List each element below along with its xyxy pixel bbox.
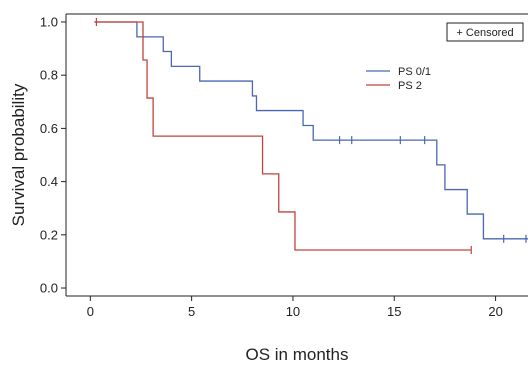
legend-label-ps01: PS 0/1 <box>398 66 431 78</box>
x-tick-label: 10 <box>286 304 300 319</box>
y-tick-label: 0.6 <box>40 121 58 136</box>
x-tick-label: 20 <box>488 304 502 319</box>
y-axis-title: Survival probability <box>9 83 28 226</box>
censored-legend-label: + Censored <box>456 27 513 39</box>
plot-axes <box>65 13 528 297</box>
survival-curve-ps2 <box>94 21 472 251</box>
y-tick-label: 0.0 <box>40 281 58 296</box>
y-tick-label: 0.4 <box>40 174 58 189</box>
x-tick-label: 5 <box>188 304 195 319</box>
series-layer <box>94 17 528 254</box>
survival-curve-ps01 <box>94 21 528 240</box>
x-axis-title: OS in months <box>246 345 349 364</box>
legend: PS 0/1 PS 2 <box>366 66 431 92</box>
y-tick-label: 0.8 <box>40 68 58 83</box>
censored-legend-box: + Censored <box>446 22 524 42</box>
x-tick-label: 0 <box>87 304 94 319</box>
y-tick-label: 1.0 <box>40 14 58 29</box>
y-axis-ticks: 0.0 0.2 0.4 0.6 0.8 1.0 <box>40 14 66 296</box>
x-tick-label: 15 <box>387 304 401 319</box>
x-axis-ticks: 0 5 10 15 20 <box>87 296 503 319</box>
y-tick-label: 0.2 <box>40 227 58 242</box>
legend-label-ps2: PS 2 <box>398 80 422 92</box>
